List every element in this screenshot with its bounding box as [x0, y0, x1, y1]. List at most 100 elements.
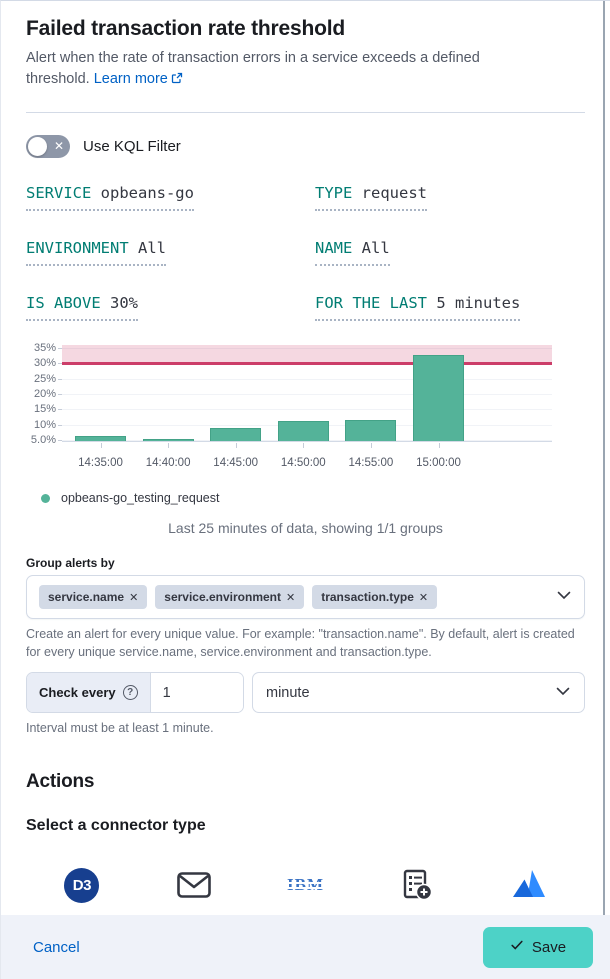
chevron-down-icon: [555, 683, 571, 703]
threshold-band: [62, 345, 552, 364]
kql-filter-toggle[interactable]: ✕: [26, 135, 70, 158]
x-axis-tick-label: 15:00:00: [416, 457, 461, 469]
check-every-prepend: Check every ?: [27, 673, 151, 712]
actions-heading: Actions: [26, 771, 95, 792]
preview-chart: 35% 30% 25% 20% 15% 10% 5.0% 14:35:00 14:40:00 14…: [26, 341, 585, 475]
y-axis-tick-label: 35%: [33, 342, 56, 355]
y-axis-tick-mark: [58, 424, 62, 426]
legend-dot-icon: [41, 493, 50, 503]
expression-value: 30%: [110, 294, 138, 312]
bar-15:00:00: [413, 355, 464, 441]
toggle-knob: [28, 137, 47, 156]
group-alerts-by-label: Group alerts by: [26, 556, 115, 570]
page-description: Alert when the rate of transaction error…: [26, 48, 538, 91]
x-axis-tick-label: 14:55:00: [348, 457, 394, 469]
gridline: [62, 409, 552, 411]
kql-filter-label: Use KQL Filter: [83, 138, 181, 155]
x-axis-tick-mark: [100, 443, 102, 448]
help-question-icon[interactable]: ?: [122, 685, 138, 700]
check-every-group: Check every ?: [26, 672, 244, 713]
chevron-down-icon[interactable]: [556, 587, 572, 608]
x-axis-tick-mark: [235, 443, 237, 448]
flyout-footer: Cancel Save: [1, 915, 610, 979]
expression-label: FOR THE LAST: [315, 294, 437, 312]
chart-plot-area: [62, 345, 552, 442]
gridline: [62, 394, 552, 396]
expression-value: All: [137, 239, 166, 257]
expression-value: 5 minutes: [436, 294, 521, 312]
email-icon: [176, 867, 211, 903]
check-every-row: Check every ? minute: [26, 672, 585, 713]
x-axis-tick-mark: [168, 443, 170, 448]
chart-legend: opbeans-go_testing_request: [41, 491, 585, 505]
y-axis-tick-mark: [58, 363, 62, 365]
threshold-line: [62, 362, 552, 366]
group-by-badge-service-environment[interactable]: service.environment ✕: [155, 585, 305, 609]
x-axis-tick-label: 14:45:00: [213, 457, 259, 469]
x-axis-tick-label: 14:40:00: [145, 457, 191, 469]
cancel-button[interactable]: Cancel: [33, 938, 80, 956]
x-axis-tick-mark: [303, 443, 305, 448]
y-axis-tick-mark: [58, 409, 62, 411]
x-axis-tick-label: 14:50:00: [280, 457, 326, 469]
group-by-badge-transaction-type[interactable]: transaction.type ✕: [312, 585, 438, 609]
expression-for-the-last[interactable]: FOR THE LAST 5 minutes: [315, 294, 521, 321]
ibm-logo-text: IBM: [284, 875, 326, 894]
index-icon: [401, 867, 433, 903]
expression-is-above[interactable]: IS ABOVE 30%: [26, 294, 138, 321]
expression-label: TYPE: [315, 184, 362, 202]
bar-14:35:00: [75, 436, 126, 441]
learn-more-link[interactable]: Learn more: [94, 71, 183, 87]
flyout-right-border: [603, 1, 605, 916]
legend-series-label[interactable]: opbeans-go_testing_request: [61, 491, 220, 505]
y-axis-tick-label: 30%: [33, 357, 56, 370]
alert-expression-grid: SERVICE opbeans-go TYPE request ENVIRONMEN…: [26, 184, 585, 321]
check-every-value-input[interactable]: [150, 673, 243, 712]
expression-label: SERVICE: [26, 184, 101, 202]
interval-help-text: Interval must be at least 1 minute.: [26, 721, 214, 735]
expression-environment[interactable]: ENVIRONMENT All: [26, 239, 166, 266]
save-button[interactable]: Save: [483, 926, 593, 968]
section-divider: [26, 112, 585, 113]
expression-label: IS ABOVE: [26, 294, 110, 312]
close-icon[interactable]: ✕: [418, 592, 429, 604]
y-axis-tick-label: 20%: [33, 388, 56, 401]
expression-service[interactable]: SERVICE opbeans-go: [26, 184, 194, 211]
x-axis-tick-mark: [438, 443, 440, 448]
check-icon: [510, 938, 524, 956]
y-axis-tick-label: 5.0%: [30, 434, 56, 447]
bar-14:55:00: [345, 419, 397, 441]
x-axis-tick-label: 14:35:00: [78, 457, 123, 469]
check-every-label: Check every: [39, 685, 116, 700]
expression-name[interactable]: NAME All: [315, 239, 390, 266]
bar-14:45:00: [210, 428, 262, 441]
group-alerts-combobox[interactable]: service.name ✕ service.environment ✕ transac…: [26, 575, 585, 619]
gridline: [62, 378, 552, 380]
d3-logo-circle: D3: [64, 867, 100, 903]
chart-note: Last 25 minutes of data, showing 1/1 gro…: [168, 520, 443, 536]
y-axis-tick-mark: [58, 348, 62, 350]
page-title: Failed transaction rate threshold: [26, 17, 345, 40]
expression-label: NAME: [315, 239, 362, 257]
y-axis-tick-mark: [58, 394, 62, 396]
group-by-badges: service.name ✕ service.environment ✕ transac…: [39, 585, 438, 609]
expression-value: opbeans-go: [100, 184, 194, 202]
interval-unit-select[interactable]: minute: [252, 672, 585, 713]
bar-14:40:00: [142, 438, 194, 441]
expression-type[interactable]: TYPE request: [315, 184, 427, 211]
y-axis-tick-label: 25%: [33, 372, 56, 385]
expression-label: ENVIRONMENT: [26, 239, 138, 257]
close-icon[interactable]: ✕: [129, 592, 139, 604]
ibm-logo-stripe: [284, 882, 326, 884]
ibm-logo-stripe: [284, 887, 326, 889]
jira-logo: [512, 867, 546, 903]
toggle-off-icon: ✕: [53, 139, 64, 153]
expression-value: All: [361, 239, 390, 257]
close-icon[interactable]: ✕: [286, 592, 296, 604]
alert-flyout: Failed transaction rate threshold Alert …: [1, 1, 610, 935]
y-axis-tick-mark: [58, 440, 62, 442]
d3-logo: D3: [64, 867, 100, 903]
external-link-icon: [171, 70, 183, 91]
group-by-badge-service-name[interactable]: service.name ✕: [39, 585, 148, 609]
connector-type-heading: Select a connector type: [26, 817, 206, 834]
